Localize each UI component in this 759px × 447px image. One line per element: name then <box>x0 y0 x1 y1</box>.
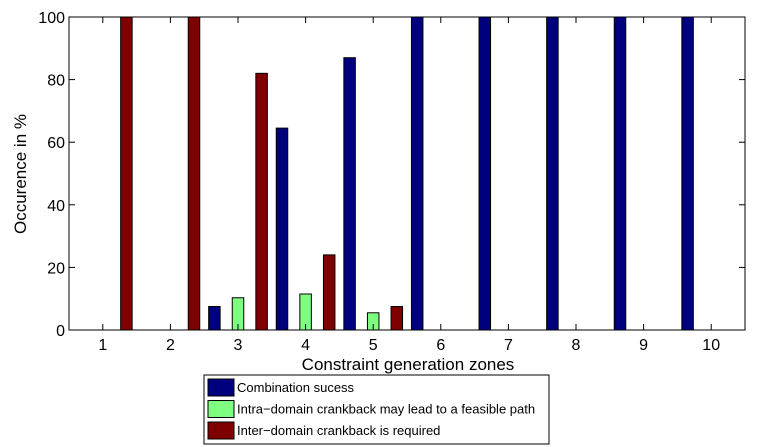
bar-series-3-zone-4 <box>322 254 336 331</box>
y-tick-label: 100 <box>38 10 65 27</box>
bar-series-3-zone-5 <box>390 306 404 331</box>
bar-series-1-zone-3 <box>208 306 221 331</box>
axis-ticks <box>69 16 745 331</box>
x-tick-label: 5 <box>369 337 378 354</box>
bar-series-1-zone-4 <box>275 127 289 331</box>
y-tick-label: 20 <box>47 260 65 277</box>
x-axis-title: Constraint generation zones <box>302 355 515 374</box>
bar-series-1-zone-9 <box>613 16 627 331</box>
bar-series-1-zone-10 <box>681 16 694 331</box>
legend: Combination sucess Intra−domain crankback… <box>203 374 550 445</box>
legend-box <box>203 374 550 445</box>
y-axis-title: Occurence in % <box>11 114 30 234</box>
bar-series-1-zone-7 <box>478 16 492 331</box>
x-tick-label: 7 <box>504 337 513 354</box>
x-tick-label: 10 <box>702 337 720 354</box>
y-tick-label: 0 <box>56 323 65 340</box>
y-tick-label: 40 <box>47 198 65 215</box>
legend-swatch-2 <box>207 400 235 418</box>
y-tick-label: 60 <box>47 135 65 152</box>
bars-layer <box>120 16 694 331</box>
x-tick-label: 1 <box>98 337 107 354</box>
legend-label-3: Inter−domain crankback is required <box>237 423 440 438</box>
bar-series-3-zone-3 <box>255 72 268 331</box>
bar-series-1-zone-8 <box>546 16 559 331</box>
legend-swatch-1 <box>207 378 235 397</box>
bar-series-3-zone-1 <box>120 16 133 331</box>
legend-swatch-3 <box>207 421 235 440</box>
x-tick-label: 6 <box>436 337 445 354</box>
x-tick-label: 3 <box>234 337 243 354</box>
legend-label-2: Intra−domain crankback may lead to a fea… <box>237 402 535 417</box>
bar-series-3-zone-2 <box>187 16 201 331</box>
bar-series-1-zone-5 <box>343 57 356 331</box>
x-tick-label: 4 <box>301 337 310 354</box>
bar-series-1-zone-6 <box>410 16 424 331</box>
x-tick-label: 2 <box>166 337 175 354</box>
legend-label-1: Combination sucess <box>237 380 355 395</box>
y-tick-label: 80 <box>47 73 65 90</box>
x-tick-label: 9 <box>639 337 648 354</box>
x-tick-label: 8 <box>572 337 581 354</box>
plot-area-frame <box>68 16 746 331</box>
